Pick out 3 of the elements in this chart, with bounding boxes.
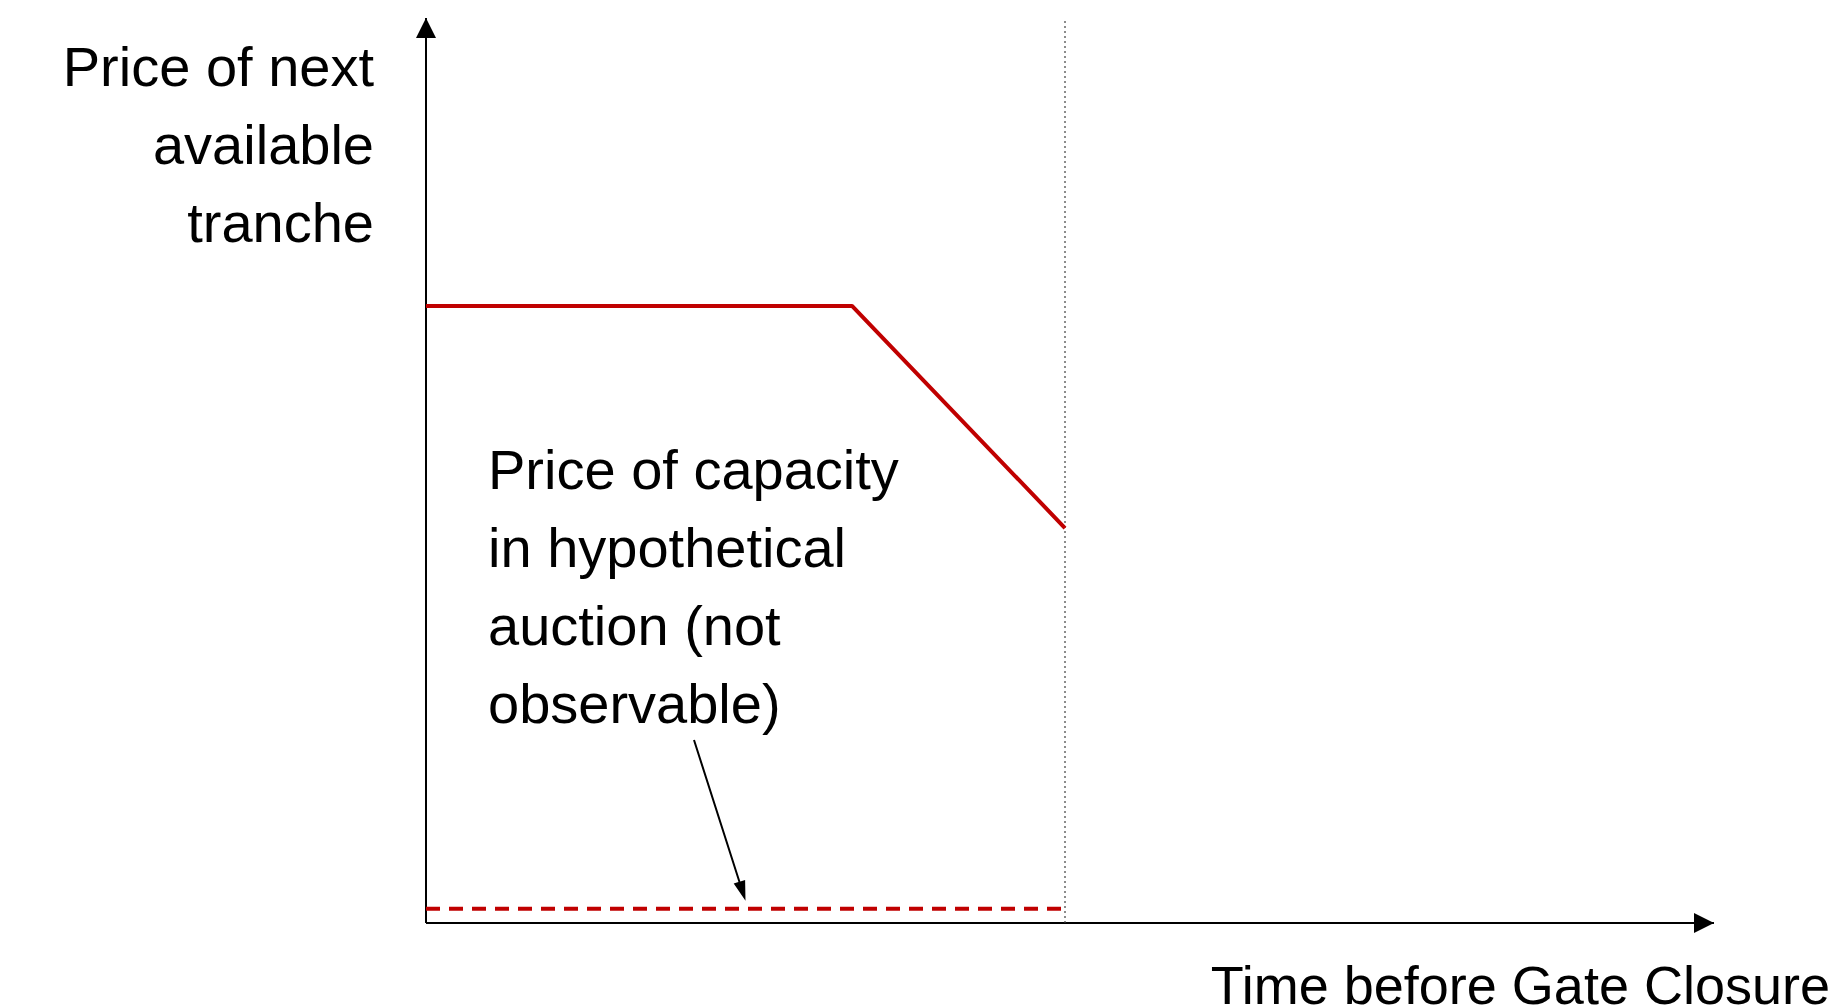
annotation: Price of capacity in hypothetical auction (not observable) [488, 438, 899, 735]
x-axis-title: Time before Gate Closure [1210, 955, 1830, 1006]
y-axis-title: Price of next available tranche [62, 35, 375, 254]
